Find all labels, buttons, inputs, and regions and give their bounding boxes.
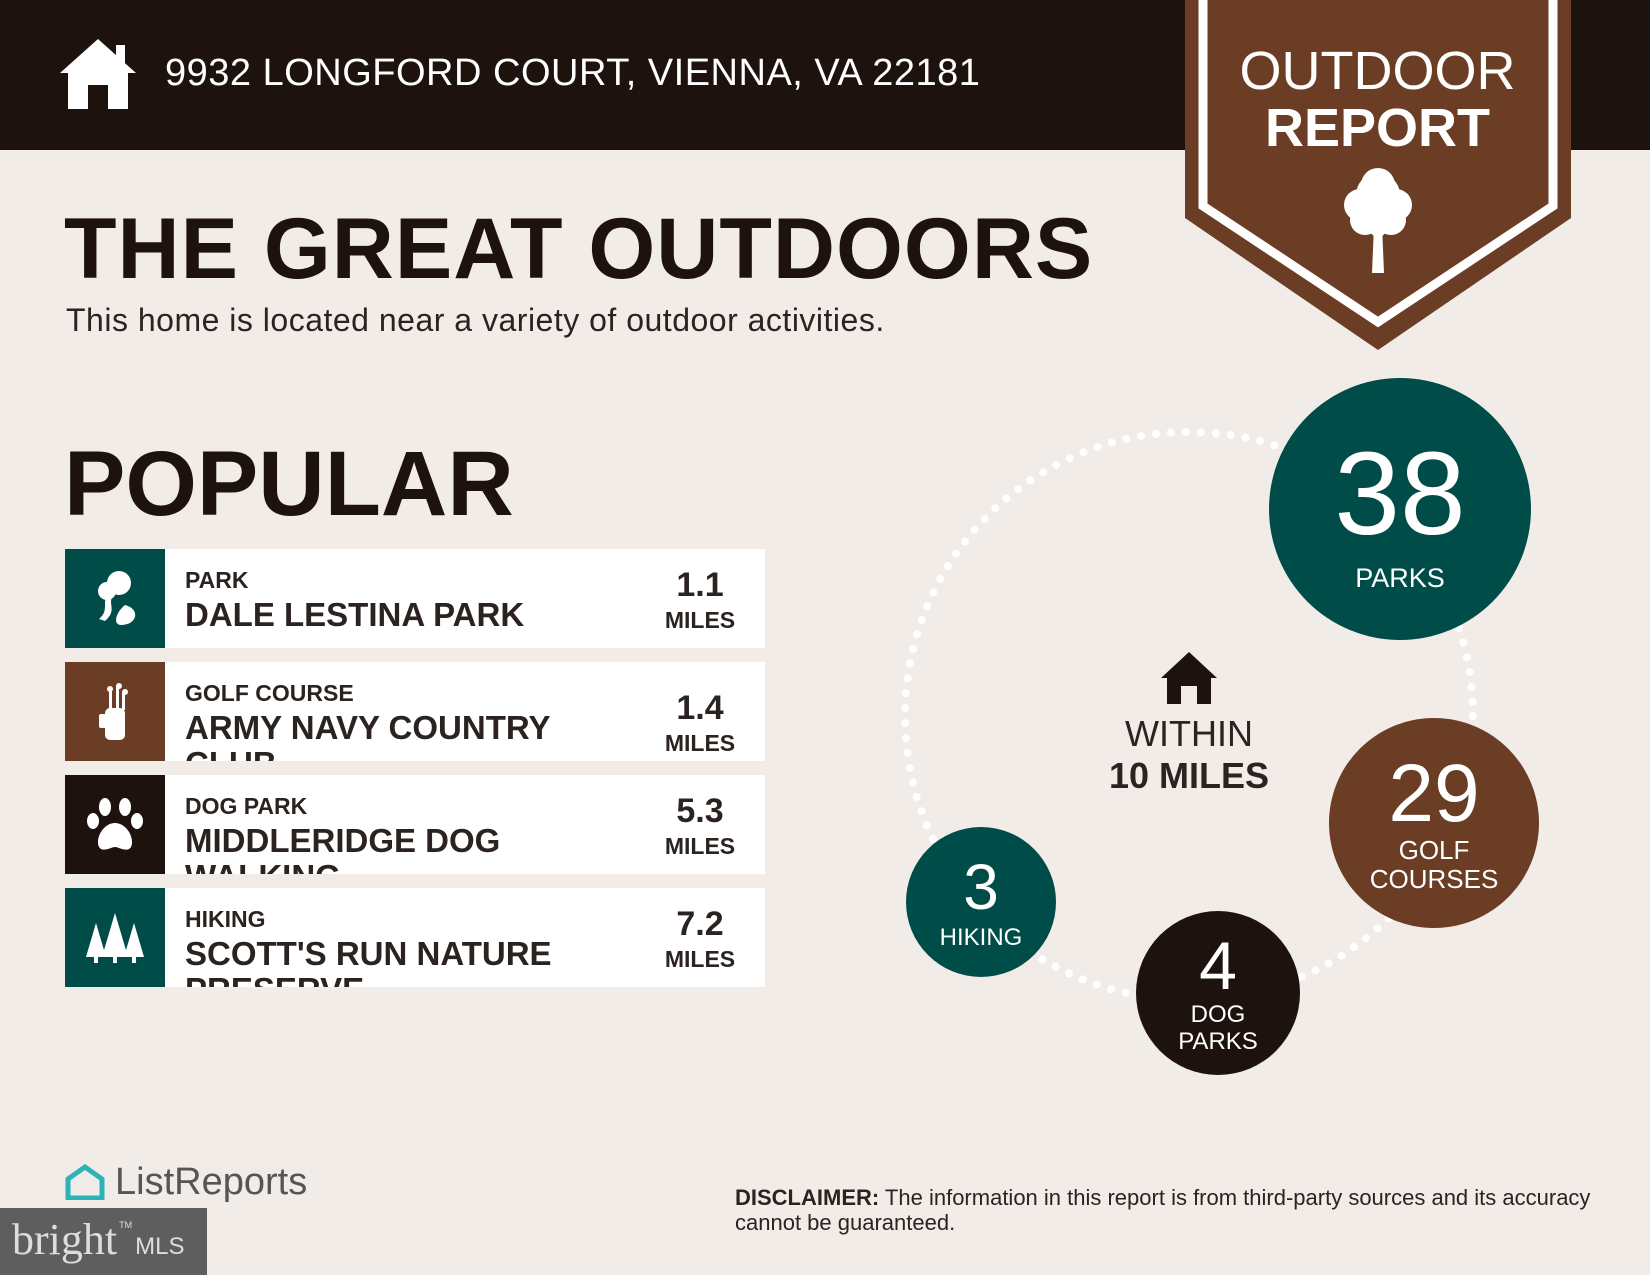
item-category: GOLF COURSE	[185, 680, 354, 706]
item-name: SCOTT'S RUN NATURE PRESERVE	[185, 935, 552, 988]
item-name: MIDDLERIDGE DOG WALKING	[185, 822, 501, 875]
trademark: TM	[119, 1220, 133, 1230]
stat-label: PARKS	[1355, 563, 1445, 593]
radius-label-line-1: WITHIN	[1125, 713, 1253, 754]
item-category: DOG PARK	[185, 793, 308, 819]
park-icon	[65, 549, 165, 648]
golf-bag-icon	[65, 662, 165, 761]
item-distance: 1.4	[676, 689, 724, 727]
disclaimer-text: The information in this report is from t…	[735, 1185, 1591, 1235]
disclaimer: DISCLAIMER: The information in this repo…	[735, 1185, 1595, 1235]
item-unit: MILES	[664, 833, 736, 859]
stat-label: DOG	[1190, 1001, 1246, 1028]
list-item[interactable]: PARK DALE LESTINA PARK 1.1 MILES	[65, 549, 765, 648]
outdoor-report-badge	[1185, 0, 1571, 350]
property-address: 9932 LONGFORD COURT, VIENNA, VA 22181	[165, 52, 981, 94]
bright-mls-logo: bright TM MLS	[0, 1208, 207, 1275]
item-unit: MILES	[664, 730, 736, 756]
paw-icon	[65, 775, 165, 874]
item-unit: MILES	[664, 607, 736, 633]
mls-wordmark: MLS	[135, 1233, 185, 1260]
stat-count: 29	[1388, 748, 1480, 839]
item-unit: MILES	[664, 946, 736, 972]
stat-label: GOLF	[1398, 835, 1470, 865]
house-icon	[60, 39, 136, 109]
item-distance: 5.3	[676, 792, 724, 830]
list-item[interactable]: DOG PARK MIDDLERIDGE DOG WALKING 5.3 MIL…	[65, 775, 765, 874]
house-icon	[1161, 652, 1217, 704]
item-distance: 1.1	[676, 566, 724, 604]
tree-icon	[1344, 168, 1412, 273]
stat-label: HIKING	[939, 923, 1023, 951]
bright-wordmark: bright	[12, 1215, 118, 1264]
disclaimer-label: DISCLAIMER:	[735, 1185, 880, 1210]
stat-dog-parks: 4 DOG PARKS	[1136, 911, 1300, 1075]
radius-label-line-2: 10 MILES	[1108, 755, 1270, 796]
item-category: PARK	[185, 567, 249, 593]
badge-line-2: REPORT	[1264, 98, 1491, 158]
popular-heading: POPULAR	[64, 433, 514, 535]
stat-parks: 38 PARKS	[1269, 378, 1531, 640]
item-name: DALE LESTINA PARK	[185, 596, 525, 633]
page-subtitle: This home is located near a variety of o…	[66, 302, 885, 338]
page-title: THE GREAT OUTDOORS	[64, 201, 1094, 297]
badge-line-1: OUTDOOR	[1239, 41, 1516, 101]
item-category: HIKING	[185, 906, 266, 932]
stat-count: 4	[1199, 928, 1237, 1004]
stat-count: 3	[963, 850, 999, 923]
list-item[interactable]: GOLF COURSE ARMY NAVY COUNTRY CLUB 1.4 M…	[65, 662, 765, 761]
stat-label: COURSES	[1369, 864, 1499, 894]
stat-hiking: 3 HIKING	[906, 827, 1056, 977]
stat-label: PARKS	[1178, 1028, 1258, 1055]
stat-count: 38	[1334, 428, 1466, 560]
list-item[interactable]: HIKING SCOTT'S RUN NATURE PRESERVE 7.2 M…	[65, 888, 765, 987]
pine-trees-icon	[65, 888, 165, 987]
listreports-brand: ListReports	[115, 1161, 308, 1203]
listreports-logo-icon	[65, 1164, 105, 1200]
item-name: ARMY NAVY COUNTRY CLUB	[185, 709, 550, 762]
stat-golf-courses: 29 GOLF COURSES	[1329, 718, 1539, 928]
item-distance: 7.2	[676, 905, 724, 943]
